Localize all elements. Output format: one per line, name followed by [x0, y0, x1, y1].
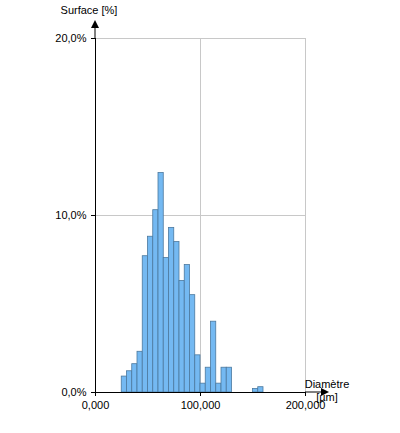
svg-text:10,0%: 10,0% [55, 209, 86, 221]
svg-text:0,000: 0,000 [82, 399, 110, 411]
svg-text:Diamètre[µm]: Diamètre[µm] [305, 378, 350, 403]
svg-text:Surface [%]: Surface [%] [61, 4, 118, 16]
svg-text:20,0%: 20,0% [55, 32, 86, 44]
svg-text:100,000: 100,000 [181, 399, 221, 411]
svg-text:0,0%: 0,0% [61, 386, 86, 398]
svg-text:200,000: 200,000 [285, 399, 326, 412]
